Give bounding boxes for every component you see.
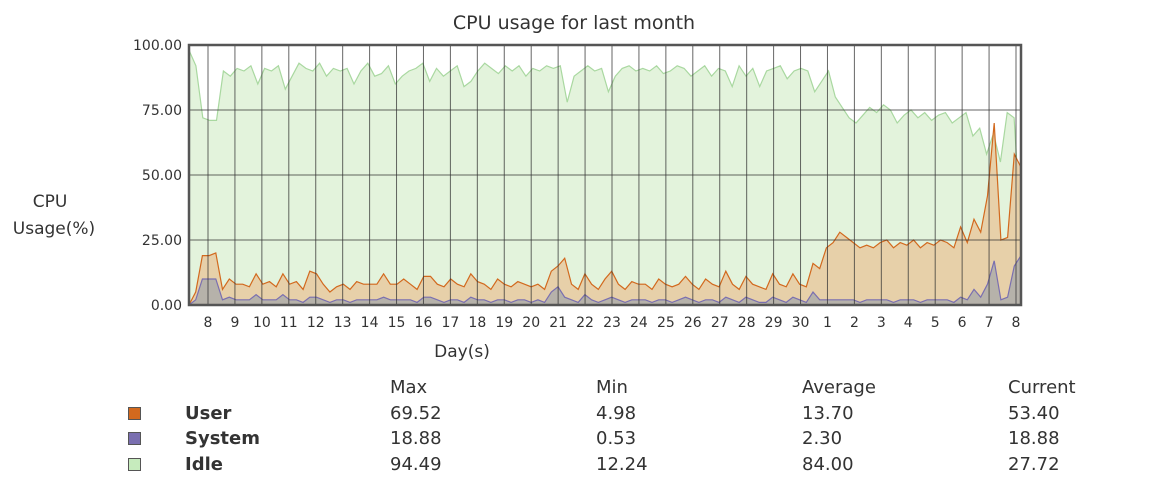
legend-system-average: 2.30 [802, 428, 843, 449]
x-tick-label: 26 [684, 315, 702, 331]
legend-system-min: 0.53 [596, 428, 637, 449]
y-tick-label: 25.00 [142, 233, 182, 249]
x-tick-label: 24 [630, 315, 648, 331]
legend-idle-max: 94.49 [390, 454, 442, 475]
legend-header-max: Max [390, 377, 428, 398]
x-tick-label: 13 [334, 315, 352, 331]
x-tick-label: 15 [388, 315, 406, 331]
x-tick-label: 4 [904, 315, 913, 331]
x-tick-label: 28 [738, 315, 756, 331]
x-tick-label: 8 [204, 315, 213, 331]
x-tick-label: 8 [1012, 315, 1021, 331]
x-tick-label: 9 [230, 315, 239, 331]
x-tick-label: 18 [468, 315, 486, 331]
legend-swatch-system [128, 432, 141, 445]
legend-name-idle: Idle [185, 454, 223, 475]
cpu-usage-chart: CPU usage for last month CPU Usage(%) Da… [13, 12, 1023, 362]
x-tick-label: 3 [877, 315, 886, 331]
x-tick-label: 12 [307, 315, 325, 331]
x-tick-label: 17 [441, 315, 459, 331]
x-tick-label: 29 [765, 315, 783, 331]
x-tick-label: 1 [823, 315, 832, 331]
legend-name-system: System [185, 428, 260, 449]
legend-user-max: 69.52 [390, 403, 442, 424]
legend-header-current: Current [1008, 377, 1076, 398]
x-tick-label: 10 [253, 315, 271, 331]
y-axis-title-line-1: CPU [33, 192, 68, 212]
x-tick-label: 30 [792, 315, 810, 331]
legend-idle-min: 12.24 [596, 454, 648, 475]
legend-header-min: Min [596, 377, 628, 398]
series-area-user [189, 123, 1021, 305]
legend-idle-average: 84.00 [802, 454, 854, 475]
legend-idle-current: 27.72 [1008, 454, 1060, 475]
legend-header-average: Average [802, 377, 876, 398]
legend-system-current: 18.88 [1008, 428, 1060, 449]
x-tick-label: 23 [603, 315, 621, 331]
x-tick-label: 19 [495, 315, 513, 331]
series-line-user [188, 122, 1022, 306]
legend-user-average: 13.70 [802, 403, 854, 424]
x-tick-label: 25 [657, 315, 675, 331]
legend-name-user: User [185, 403, 232, 424]
legend-swatch-user [128, 407, 141, 420]
x-tick-label: 16 [415, 315, 433, 331]
x-tick-label: 27 [711, 315, 729, 331]
y-tick-label: 50.00 [142, 168, 182, 184]
x-axis-title: Day(s) [434, 342, 490, 362]
x-tick-label: 2 [850, 315, 859, 331]
series-line-system [188, 255, 1022, 306]
legend-user-min: 4.98 [596, 403, 637, 424]
legend-user-current: 53.40 [1008, 403, 1060, 424]
x-tick-label: 7 [985, 315, 994, 331]
series-line-idle [188, 49, 1022, 233]
y-tick-label: 0.00 [151, 298, 182, 314]
x-tick-label: 14 [361, 315, 379, 331]
legend-system-max: 18.88 [390, 428, 442, 449]
y-tick-label: 75.00 [142, 103, 182, 119]
chart-title: CPU usage for last month [453, 12, 695, 34]
legend-swatch-idle [128, 458, 141, 471]
x-tick-label: 21 [549, 315, 567, 331]
x-tick-label: 22 [576, 315, 594, 331]
x-tick-label: 6 [958, 315, 967, 331]
x-tick-label: 11 [280, 315, 298, 331]
plot-area: 8 9 10 11 12 13 14 15 16 17 18 19 20 21 22 23 24 25 26 27 28… [133, 38, 1023, 331]
y-axis-title-line-2: Usage(%) [13, 219, 95, 239]
x-tick-label: 5 [931, 315, 940, 331]
x-tick-label: 20 [522, 315, 540, 331]
y-tick-label: 100.00 [133, 38, 182, 54]
plot-frame [187, 43, 1023, 307]
